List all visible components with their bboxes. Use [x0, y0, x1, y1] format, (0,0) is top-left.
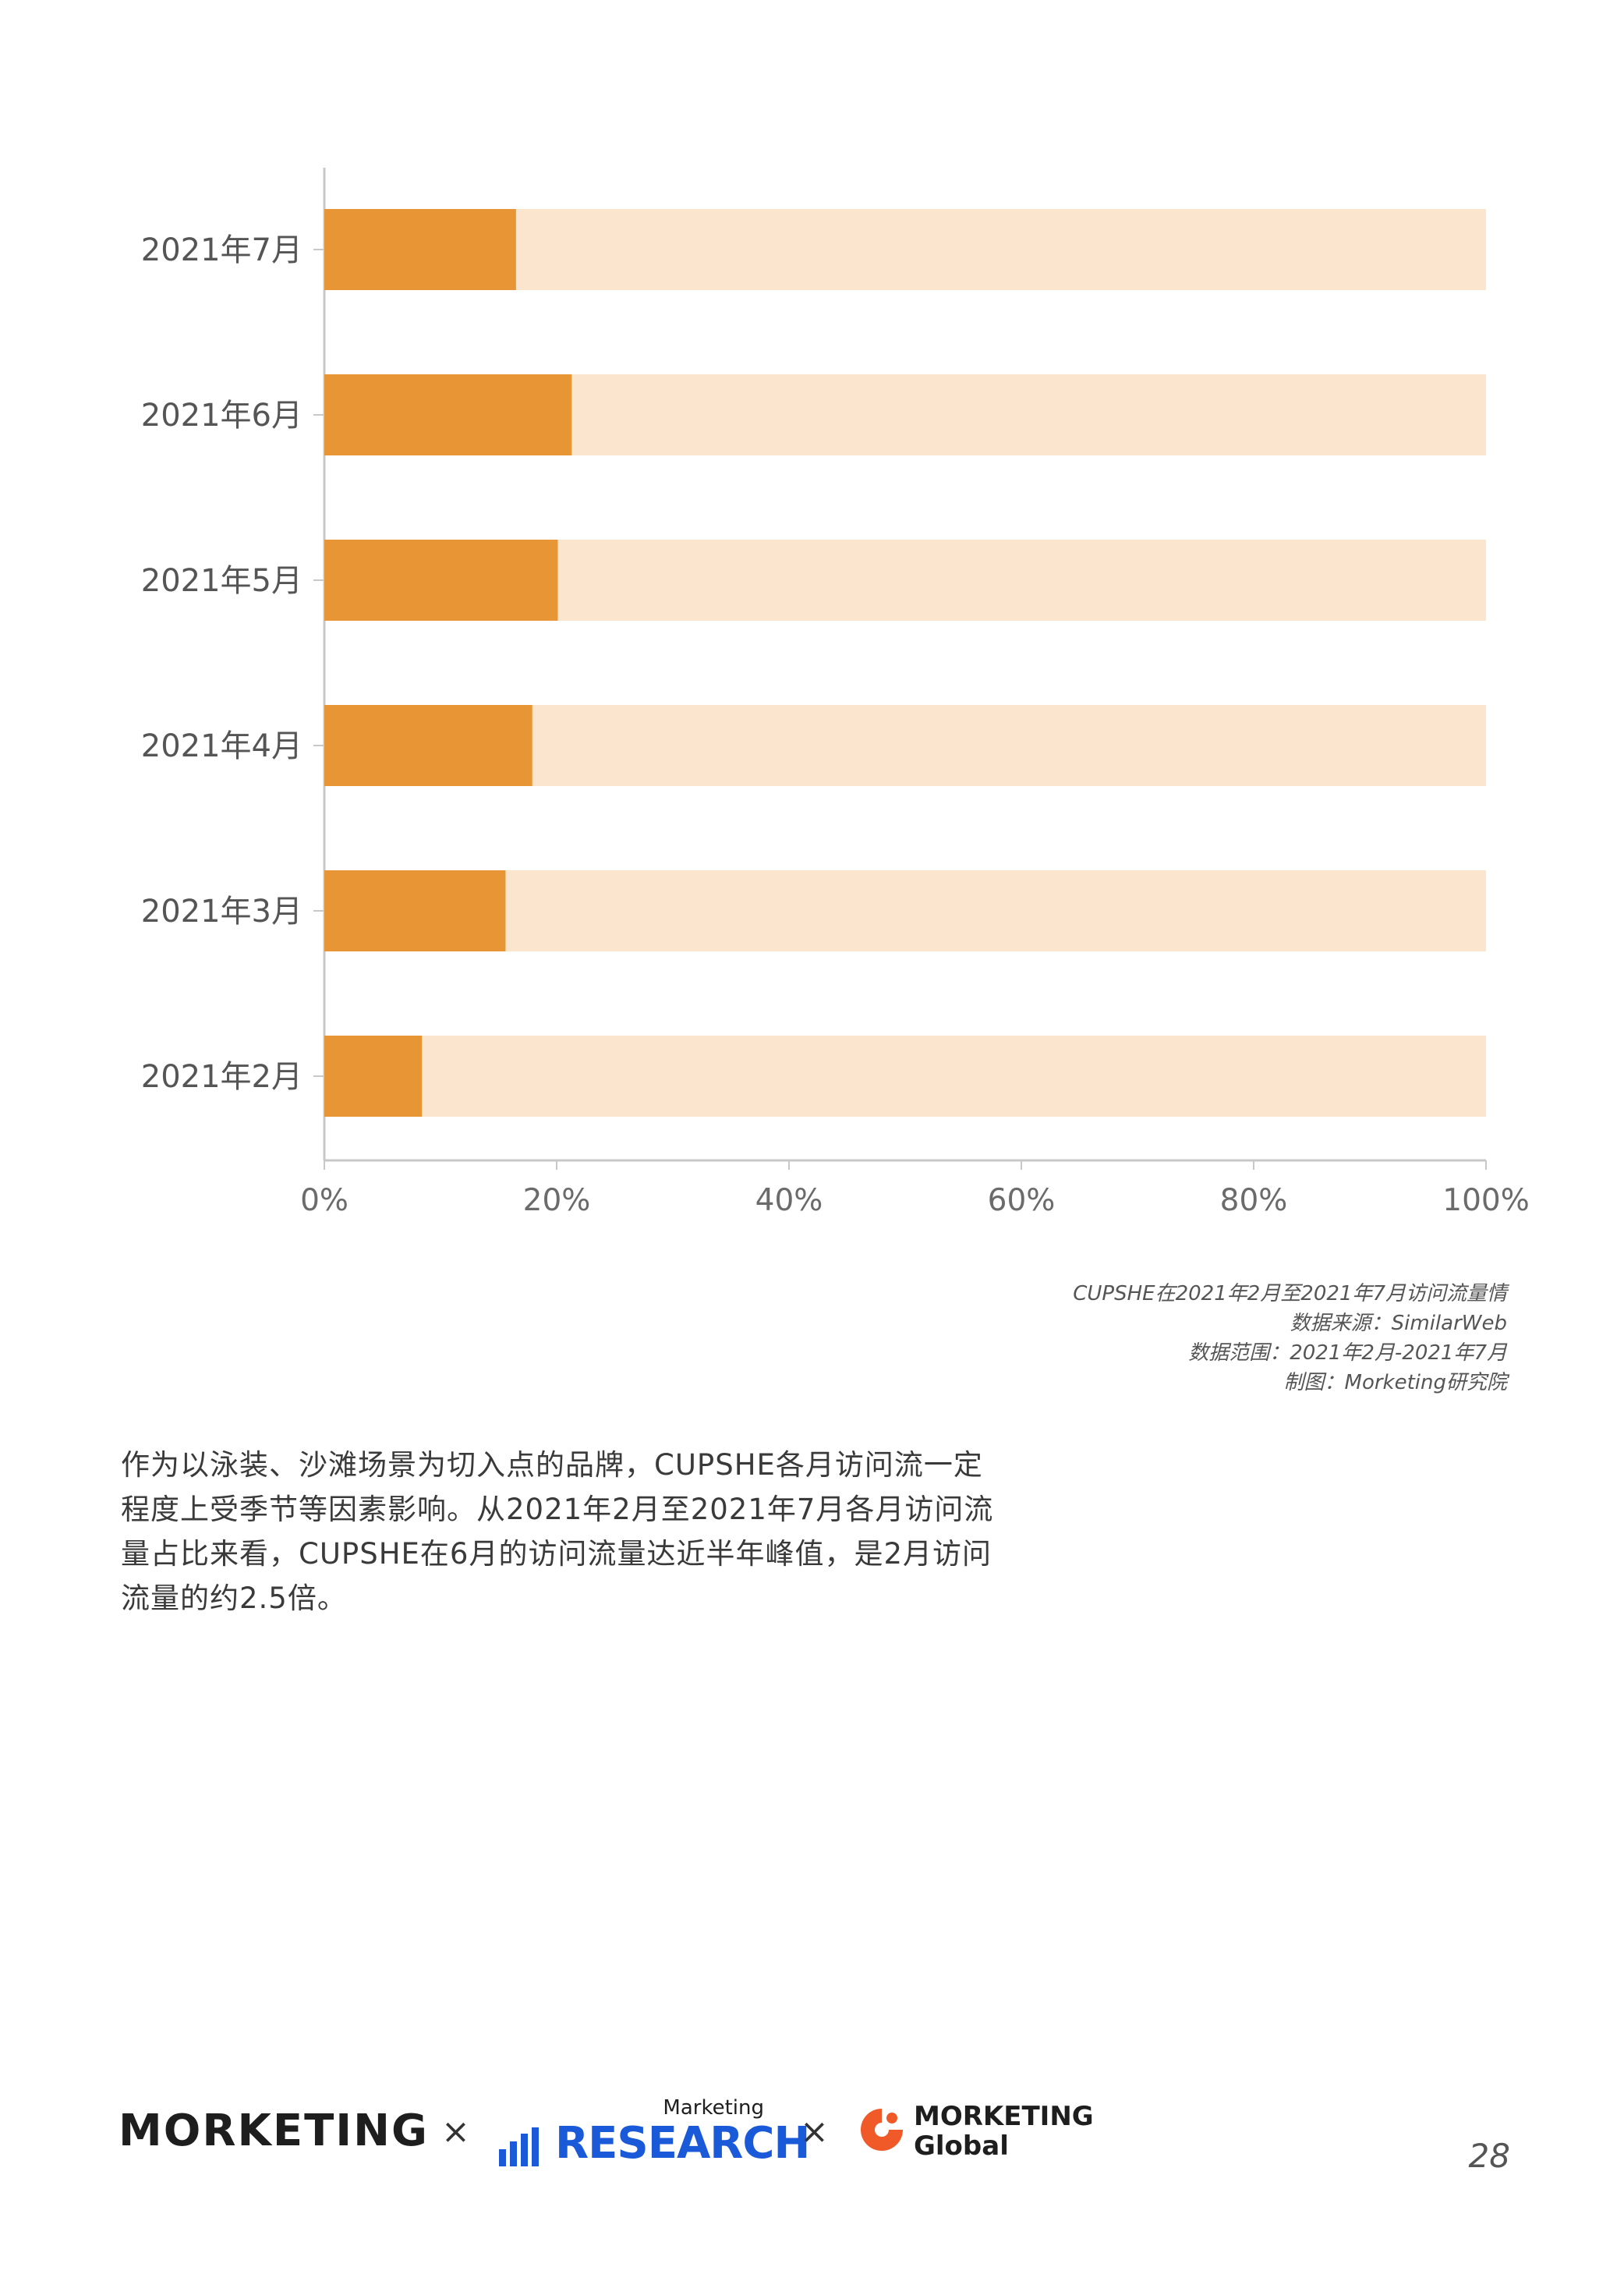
caption-maker: 制图：Morketing研究院: [1283, 1371, 1507, 1394]
bar-value: [324, 540, 558, 621]
research-logo-small-text: Marketing: [663, 2096, 764, 2120]
y-tick-label: 2021年2月: [141, 1059, 303, 1095]
bar-remainder: [324, 870, 1486, 951]
y-tick-label: 2021年4月: [141, 728, 303, 764]
morketing-logo: MORKETING: [119, 2106, 429, 2156]
bar-remainder: [324, 1036, 1486, 1117]
caption-range: 数据范围：2021年2月-2021年7月: [1188, 1341, 1507, 1365]
global-mark-icon: [861, 2109, 903, 2151]
global-logo-line1: MORKETING: [914, 2101, 1094, 2132]
bar-remainder: [324, 209, 1486, 290]
footer: MORKETING × Marketing RESEARCH × MORKETI…: [0, 2082, 1624, 2176]
chart-caption: CUPSHE在2021年2月至2021年7月访问流量情 数据来源：Similar…: [805, 1279, 1507, 1397]
x-tick-label: 20%: [523, 1183, 591, 1218]
y-tick-label: 2021年3月: [141, 894, 303, 930]
caption-source: 数据来源：SimilarWeb: [1290, 1312, 1507, 1335]
bar-value: [324, 1036, 423, 1117]
research-logo-word: RESEARCH: [555, 2118, 810, 2169]
bar-mark-icon: [499, 2127, 539, 2166]
bar-value: [324, 209, 516, 290]
caption-title: CUPSHE在2021年2月至2021年7月访问流量情: [1073, 1282, 1507, 1305]
y-tick-label: 2021年6月: [141, 398, 303, 434]
y-tick-label: 2021年7月: [141, 232, 303, 268]
times-separator: ×: [441, 2112, 470, 2152]
x-tick-label: 40%: [755, 1183, 823, 1218]
global-logo-line2: Global: [914, 2131, 1009, 2162]
marketing-research-logo: Marketing RESEARCH: [499, 2096, 810, 2169]
y-tick-label: 2021年5月: [141, 563, 303, 599]
bar-value: [324, 870, 506, 951]
bar-chart: 2021年7月 2021年6月 2021年5月 2021年4月 2021年3月 2021年…: [141, 168, 1530, 1218]
bar-value: [324, 705, 532, 786]
bar-value: [324, 374, 572, 455]
times-separator-2: ×: [800, 2112, 829, 2152]
x-tick-label: 60%: [988, 1183, 1056, 1218]
page-number: 28: [1468, 2137, 1510, 2175]
x-tick-label: 80%: [1220, 1183, 1288, 1218]
x-tick-label: 100%: [1442, 1183, 1530, 1218]
x-tick-label: 0%: [300, 1183, 349, 1218]
morketing-global-logo: MORKETING Global: [858, 2099, 1107, 2170]
body-paragraph: 作为以泳装、沙滩场景为切入点的品牌，CUPSHE各月访问流一定程度上受季节等因素…: [121, 1448, 994, 1615]
